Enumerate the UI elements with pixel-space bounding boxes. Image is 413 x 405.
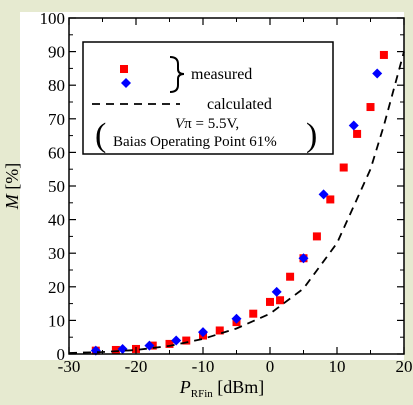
y-tick-label: 20 [48,278,65,297]
measured-diamond-point [318,189,329,200]
measured-diamond-point [144,340,155,351]
y-axis-label: M [%] [2,163,22,210]
x-tick-label: -30 [58,357,81,376]
measured-diamond-point [90,345,101,356]
legend-calculated-label: calculated [207,96,272,113]
y-tick-label: 80 [48,76,65,95]
x-tick-label: 20 [396,357,413,376]
legend-measured-label: measured [191,66,252,83]
x-tick-label: 0 [266,357,275,376]
measured-square-point [111,345,120,354]
y-tick-label: 70 [48,110,65,129]
measured-square-point [266,297,274,306]
x-tick-label: -20 [125,357,148,376]
measured-diamond-point [348,120,359,131]
measured-diamond-point [171,335,182,346]
calculated-curve [68,51,405,354]
legend-brace [169,56,185,93]
measured-square-point [366,103,375,112]
axes: -30 -20 -10 0 10 20 0 10 20 30 40 50 60 70 80 90 100 [40,9,413,376]
legend-vpi-note: Vπ = 5.5V, [175,116,239,132]
legend-paren-right: ) [306,117,317,154]
measured-square-point [326,195,335,204]
measured-square-point [339,163,348,172]
y-tick-label: 30 [48,244,65,263]
x-tick-label: -10 [192,357,215,376]
measured-square-point [312,232,321,241]
measured-square-point [249,309,258,318]
measured-diamond-point [231,313,242,324]
measured-diamond-point [298,253,309,264]
legend-bias-note: Baias Operating Point 61% [113,134,277,150]
data-marks [68,50,405,356]
y-tick-label: 50 [48,177,65,196]
legend-square-marker [120,65,128,73]
x-axis-label: PRFin [dBm] [179,377,265,400]
y-tick-label: 0 [57,345,66,364]
y-tick-label: 40 [48,211,65,230]
y-tick-label: 10 [48,311,65,330]
measured-diamond-point [271,286,282,297]
y-tick-label: 100 [40,9,66,28]
measured-square-point [165,339,174,348]
measured-diamond-point [198,327,208,338]
legend: measured calculated ( ) Vπ = 5.5V, Baias… [82,41,334,155]
measured-square-point [276,296,285,305]
measured-square-point [182,336,191,345]
measured-square-point [353,129,362,138]
measured-square-point [379,50,388,59]
legend-paren-left: ( [95,117,106,154]
legend-diamond-marker [121,78,131,88]
measured-square-point [215,326,224,335]
measured-square-point [286,272,295,281]
y-tick-label: 90 [48,43,65,62]
x-tick-label: 10 [329,357,346,376]
y-tick-label: 60 [48,143,65,162]
legend-box [82,41,334,155]
measured-diamond-point [372,68,383,79]
